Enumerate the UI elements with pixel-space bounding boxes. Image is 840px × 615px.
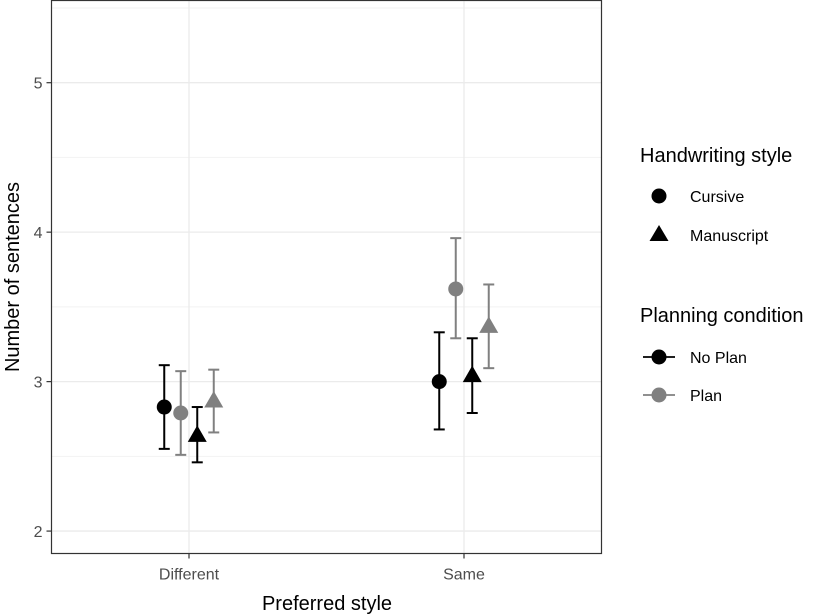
legend-key-plan-circle	[651, 387, 667, 403]
point-cursive-no-plan	[156, 399, 172, 415]
point-manuscript-no-plan	[462, 365, 482, 383]
y-tick-label: 5	[34, 76, 43, 93]
legend-key-manuscript-triangle	[649, 225, 669, 241]
plot-panel-border	[50, 0, 603, 555]
y-tick-label: 4	[34, 225, 43, 242]
point-cursive-plan	[448, 281, 464, 297]
legend-key-noplan-circle	[651, 349, 667, 365]
legend-label-manuscript: Manuscript	[690, 228, 769, 245]
point-manuscript-plan	[204, 391, 224, 408]
grid-minor	[51, 7, 602, 457]
legend-label-plan: Plan	[690, 388, 722, 405]
y-tick-label: 2	[34, 524, 43, 541]
legend-label-cursive: Cursive	[690, 189, 744, 206]
point-manuscript-plan	[479, 316, 499, 333]
x-axis-title: Preferred style	[262, 593, 392, 615]
legend-key-cursive-circle	[651, 188, 667, 204]
legend-handwriting-title: Handwriting style	[640, 145, 792, 167]
data-marks	[156, 237, 499, 464]
y-tick-label: 3	[34, 375, 43, 392]
legend-label-noplan: No Plan	[690, 350, 747, 367]
legend-planning-title: Planning condition	[640, 305, 803, 327]
y-axis-title: Number of sentences	[2, 182, 24, 372]
axis-ticks: 2 3 4 5 Different Same	[34, 76, 485, 584]
point-cursive-no-plan	[431, 374, 447, 390]
point-manuscript-no-plan	[187, 425, 207, 442]
x-tick-label: Different	[159, 567, 220, 584]
grid-major	[51, 0, 602, 554]
legend-planning: Planning condition No Plan Plan	[640, 305, 803, 405]
legend-handwriting: Handwriting style Cursive Manuscript	[640, 145, 792, 245]
x-tick-label: Same	[443, 567, 485, 584]
point-cursive-plan	[173, 405, 189, 421]
